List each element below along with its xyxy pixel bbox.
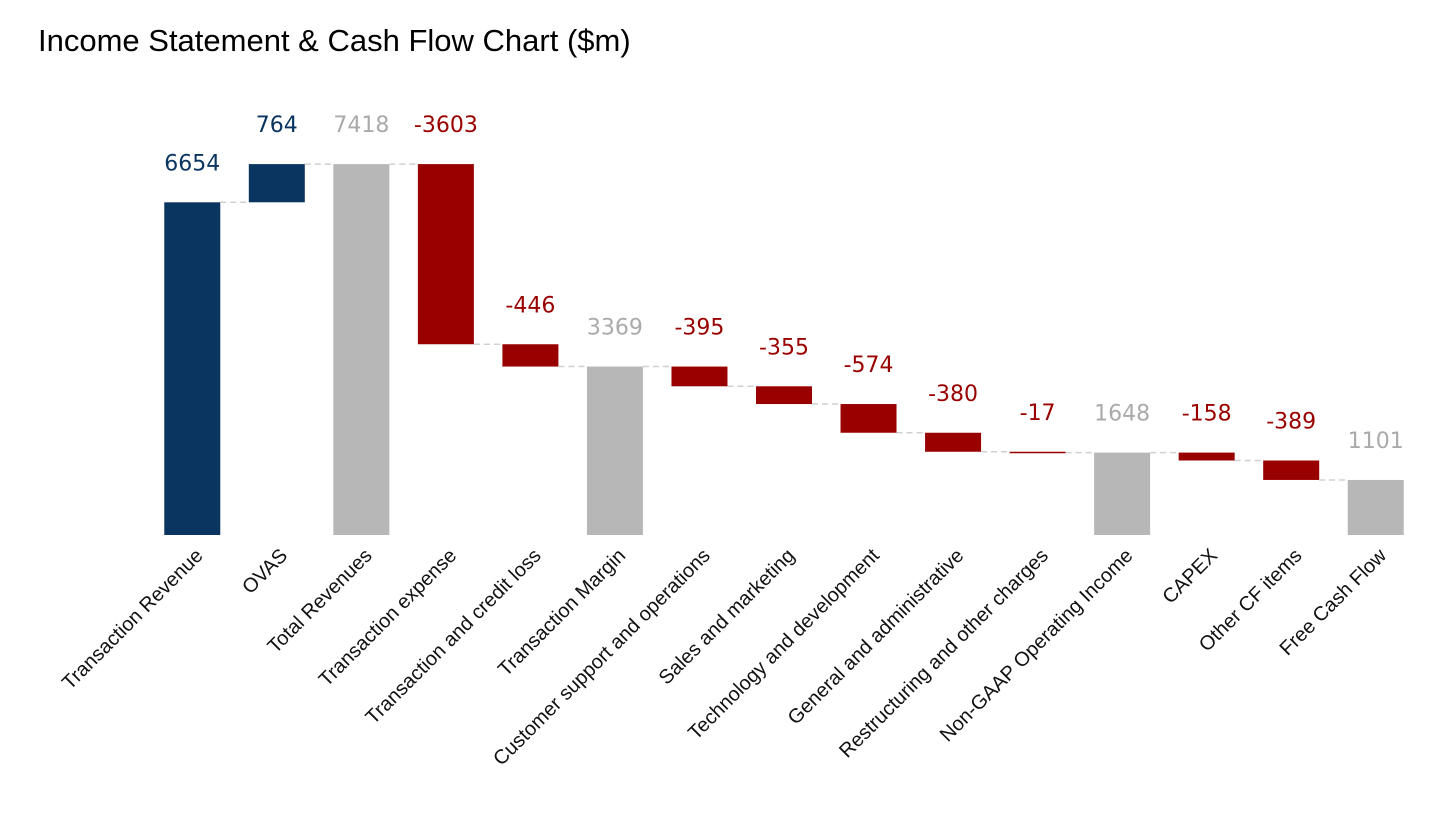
bar xyxy=(756,386,812,405)
bar xyxy=(164,202,221,536)
bar xyxy=(248,164,305,203)
bar xyxy=(1178,452,1235,461)
bar xyxy=(1009,451,1066,454)
x-tick-label: CAPEX xyxy=(1158,545,1222,609)
value-label: -395 xyxy=(674,316,724,341)
value-label: -158 xyxy=(1182,402,1232,427)
bar xyxy=(502,344,559,367)
bar xyxy=(1094,452,1151,535)
bar xyxy=(1263,460,1320,480)
value-label: 764 xyxy=(256,113,298,138)
bar xyxy=(671,366,728,387)
value-label: 1648 xyxy=(1094,402,1150,427)
value-label: -574 xyxy=(844,353,894,378)
bar xyxy=(333,164,390,535)
bar xyxy=(417,164,474,345)
x-tick-label: Transaction and credit loss xyxy=(362,545,546,729)
bar xyxy=(925,432,982,452)
bar xyxy=(840,404,897,433)
x-tick-label: Transaction expense xyxy=(315,545,461,691)
bar xyxy=(586,366,643,535)
x-tick-label: General and administrative xyxy=(784,545,969,730)
chart-title: Income Statement & Cash Flow Chart ($m) xyxy=(38,23,631,58)
value-label: 1101 xyxy=(1348,429,1404,454)
value-label: 7418 xyxy=(333,113,389,138)
value-label: -389 xyxy=(1266,410,1316,435)
value-label: -355 xyxy=(759,335,809,360)
value-label: 6654 xyxy=(164,151,220,176)
value-label: -380 xyxy=(928,382,978,407)
bar xyxy=(1347,479,1404,535)
value-label: 3369 xyxy=(587,316,643,341)
value-label: -3603 xyxy=(414,113,478,138)
x-tick-label: Transaction Revenue xyxy=(58,545,207,694)
value-label: -446 xyxy=(505,293,555,318)
value-label: -17 xyxy=(1020,401,1056,426)
x-tick-label: OVAS xyxy=(238,545,292,599)
